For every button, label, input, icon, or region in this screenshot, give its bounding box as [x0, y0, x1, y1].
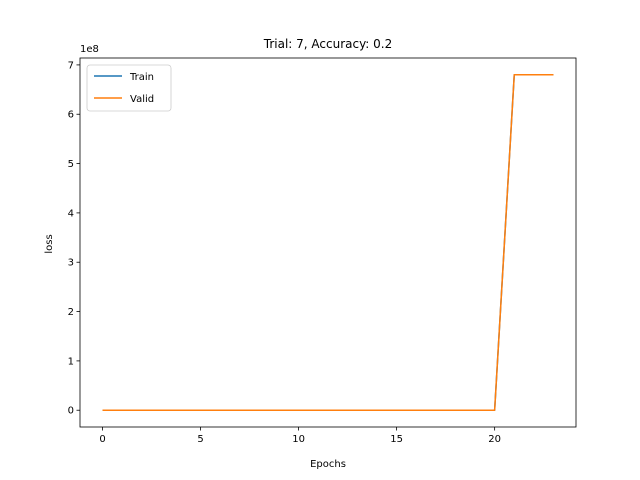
plot-area: 0 5 10 15 20 0 1 2 3 4 5 6 7 Train Valid	[68, 57, 577, 445]
y-tick-label: 6	[68, 110, 74, 121]
x-axis-label: Epochs	[310, 459, 346, 470]
y-tick-label: 4	[68, 208, 74, 219]
x-tick-label: 20	[488, 434, 501, 445]
legend-label-valid: Valid	[130, 94, 154, 105]
y-tick-label: 2	[68, 307, 74, 318]
series-line-valid	[102, 74, 554, 411]
y-tick-label: 7	[68, 60, 74, 71]
y-tick-label: 5	[68, 159, 74, 170]
y-tick-label: 1	[68, 356, 74, 367]
legend-label-train: Train	[129, 72, 154, 83]
axes-frame	[79, 57, 577, 428]
chart-title: Trial: 7, Accuracy: 0.2	[263, 37, 393, 51]
y-offset-label: 1e8	[80, 44, 99, 55]
legend-box	[86, 64, 172, 112]
x-tick-label: 15	[390, 434, 403, 445]
y-tick-label: 3	[68, 258, 74, 269]
y-tick-label: 0	[68, 406, 74, 417]
x-tick-label: 10	[292, 434, 305, 445]
x-tick-label: 5	[197, 434, 203, 445]
y-axis-label: loss	[44, 234, 55, 253]
x-tick-label: 0	[99, 434, 105, 445]
